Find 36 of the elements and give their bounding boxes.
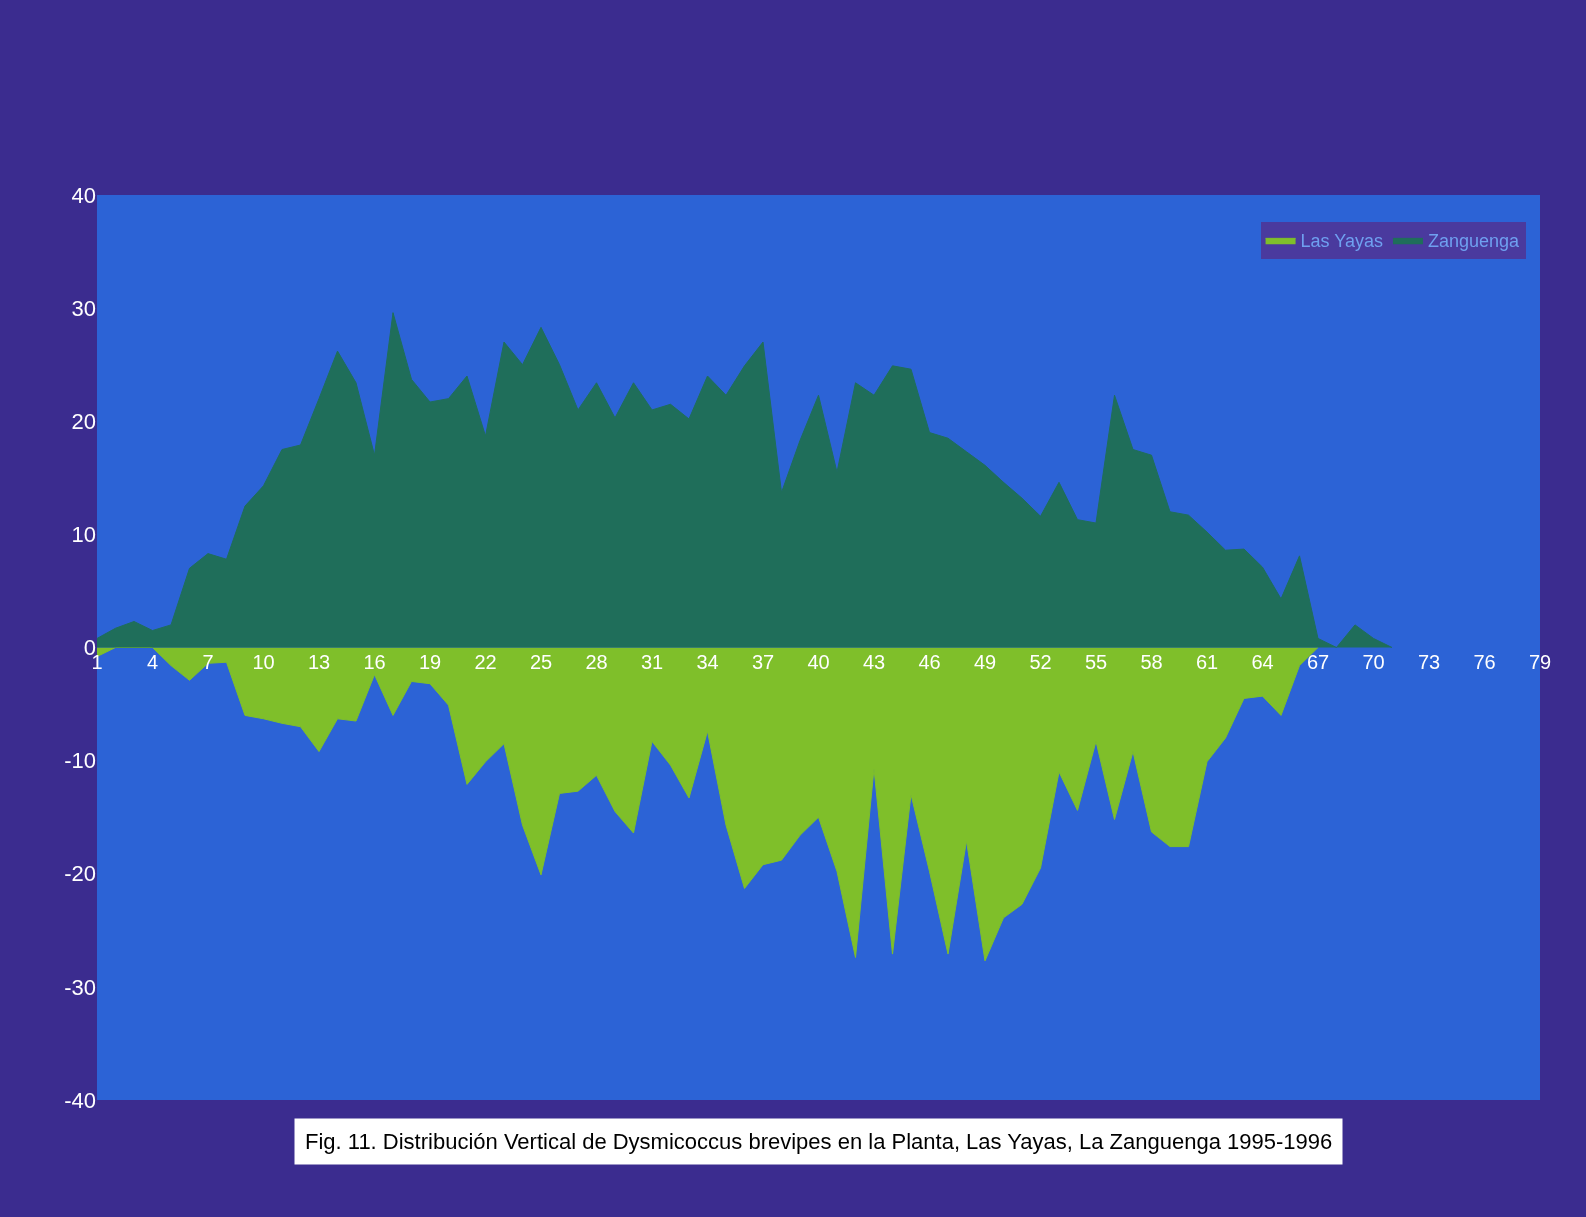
text: Fig. 11. Distribución Vertical de Dysmicoccus brevipes en la Planta, Las Yayas, La Zanguenga 1995-1996 — [305, 1129, 1333, 1154]
y-tick-label: -40 — [64, 1087, 96, 1113]
legend-label: Zanguenga — [1427, 231, 1521, 252]
x-tick-label: 46 — [918, 650, 941, 673]
x-tick-label: 55 — [1084, 650, 1108, 673]
x-tick-label: 61 — [1195, 650, 1219, 673]
x-tick-label: 19 — [418, 650, 442, 673]
y-tick-label: -10 — [64, 748, 96, 774]
x-tick-label: 52 — [1029, 650, 1052, 673]
x-tick-label: 67 — [1306, 650, 1330, 673]
y-tick-label: 30 — [71, 295, 96, 321]
x-tick-label: 37 — [751, 650, 775, 673]
x-tick-label: 28 — [585, 650, 608, 673]
y-tick-label: 40 — [71, 182, 96, 208]
x-tick-label: 31 — [640, 650, 664, 673]
x-tick-label: 25 — [529, 650, 553, 673]
x-tick-label: 70 — [1362, 650, 1385, 673]
x-tick-label: 22 — [474, 650, 497, 673]
x-tick-label: 58 — [1140, 650, 1163, 673]
y-tick-label: 10 — [71, 522, 96, 548]
x-tick-label: 79 — [1528, 650, 1552, 673]
x-tick-label: 13 — [307, 650, 331, 673]
x-tick-label: 34 — [696, 650, 719, 673]
legend-label: Las Yayas — [1300, 231, 1383, 252]
y-tick-label: 20 — [71, 408, 96, 434]
x-tick-label: 49 — [973, 650, 997, 673]
x-tick-label: 16 — [363, 650, 386, 673]
x-tick-label: 64 — [1251, 650, 1274, 673]
y-tick-label: -30 — [64, 974, 96, 1000]
x-tick-label: 4 — [146, 650, 159, 673]
x-tick-label: 43 — [862, 650, 886, 673]
x-tick-label: 10 — [252, 650, 275, 673]
y-tick-label: -20 — [64, 861, 96, 887]
x-tick-label: 73 — [1417, 650, 1441, 673]
x-tick-label: 76 — [1473, 650, 1496, 673]
x-tick-label: 40 — [807, 650, 830, 673]
